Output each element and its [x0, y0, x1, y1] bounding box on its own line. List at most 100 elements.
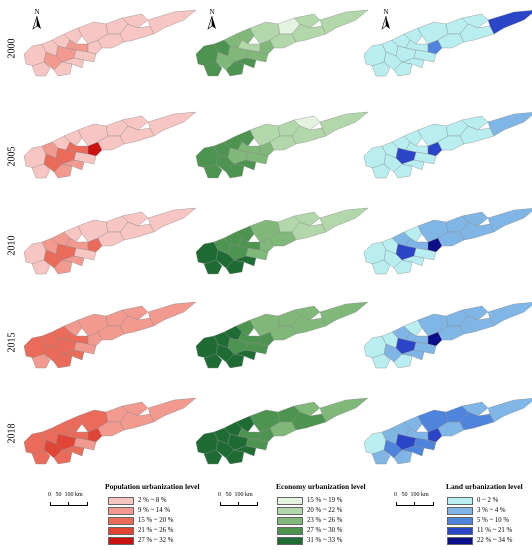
legend-item: 9 % ~ 14 %	[108, 506, 170, 515]
map-region	[293, 305, 321, 321]
legend-item: 27 % ~ 32 %	[108, 536, 173, 545]
map-region	[487, 112, 532, 137]
map-population-2010	[23, 207, 197, 275]
map-region	[291, 125, 327, 145]
map-region	[461, 401, 489, 417]
map-economy-2005	[195, 111, 369, 179]
map-region	[119, 315, 155, 335]
legend-item: 20 % ~ 22 %	[277, 506, 342, 515]
map-region	[245, 49, 269, 63]
map-region	[413, 341, 437, 355]
legend-item: 5 % ~ 10 %	[447, 516, 509, 525]
map-region	[459, 411, 495, 431]
map-region	[293, 115, 321, 131]
map-region	[63, 225, 83, 243]
map-region	[293, 401, 321, 417]
map-region	[147, 301, 197, 327]
map-region	[63, 27, 83, 45]
map-region	[371, 449, 391, 465]
map-region	[319, 301, 369, 327]
legend-title-economy: Economy urbanization level	[276, 482, 366, 491]
map-region	[121, 115, 149, 131]
legend-title-population: Population urbanization level	[105, 482, 200, 491]
map-region	[401, 349, 425, 361]
legend-item: 15 % ~ 20 %	[108, 516, 173, 525]
map-population-2005	[23, 111, 197, 179]
map-region	[403, 415, 423, 433]
map-region	[147, 207, 197, 233]
map-region	[461, 115, 489, 131]
map-region	[73, 247, 97, 261]
map-region	[53, 353, 73, 369]
map-region	[403, 27, 423, 45]
map-region	[203, 61, 223, 77]
map-economy-2015	[195, 301, 369, 369]
map-region	[203, 353, 223, 369]
map-region	[235, 225, 255, 243]
map-region	[459, 221, 495, 241]
map-region	[63, 129, 83, 147]
map-region	[225, 61, 245, 77]
map-region	[147, 397, 197, 423]
map-region	[73, 49, 97, 63]
north-arrow-icon: N	[206, 8, 218, 30]
legend-item: 23 % ~ 26 %	[277, 516, 342, 525]
map-region	[31, 61, 51, 77]
map-region	[61, 349, 85, 361]
map-region	[461, 305, 489, 321]
map-region	[393, 353, 413, 369]
map-region	[291, 411, 327, 431]
scale-bar: 0 50 100 km	[48, 492, 98, 512]
north-arrow-icon: N	[31, 8, 43, 30]
map-region	[61, 57, 85, 69]
map-region	[233, 445, 257, 457]
map-region	[401, 445, 425, 457]
map-region	[53, 61, 73, 77]
map-region	[53, 163, 73, 179]
map-region	[225, 449, 245, 465]
map-region	[119, 125, 155, 145]
map-population-2000	[23, 9, 197, 77]
map-region	[461, 13, 489, 29]
map-region	[293, 13, 321, 29]
year-label-2010: 2010	[6, 235, 18, 255]
map-region	[61, 255, 85, 267]
map-region	[487, 10, 532, 35]
year-label-2000: 2000	[6, 38, 18, 58]
map-region	[31, 353, 51, 369]
year-label-2005: 2005	[6, 146, 18, 166]
map-region	[233, 57, 257, 69]
map-region	[413, 437, 437, 451]
map-region	[235, 415, 255, 433]
map-region	[319, 207, 369, 233]
map-region	[245, 341, 269, 355]
map-region	[53, 449, 73, 465]
map-economy-2018	[195, 397, 369, 465]
map-region	[459, 125, 495, 145]
legend-item: 15 % ~ 19 %	[277, 496, 342, 505]
map-region	[393, 449, 413, 465]
map-region	[73, 437, 97, 451]
map-region	[291, 23, 327, 43]
map-region	[233, 159, 257, 171]
legend-item: 22 % ~ 34 %	[447, 536, 512, 545]
map-region	[31, 259, 51, 275]
legend-item: 0 ~ 2 %	[447, 496, 498, 505]
map-region	[401, 255, 425, 267]
map-region	[487, 398, 532, 423]
map-region	[393, 61, 413, 77]
map-region	[203, 163, 223, 179]
map-region	[371, 163, 391, 179]
map-region	[459, 23, 495, 43]
map-region	[53, 259, 73, 275]
year-label-2018: 2018	[6, 423, 18, 443]
map-region	[291, 221, 327, 241]
map-region	[413, 49, 437, 63]
map-region	[121, 305, 149, 321]
map-region	[203, 449, 223, 465]
map-region	[393, 163, 413, 179]
map-region	[225, 259, 245, 275]
map-region	[235, 27, 255, 45]
map-region	[233, 255, 257, 267]
map-region	[225, 163, 245, 179]
